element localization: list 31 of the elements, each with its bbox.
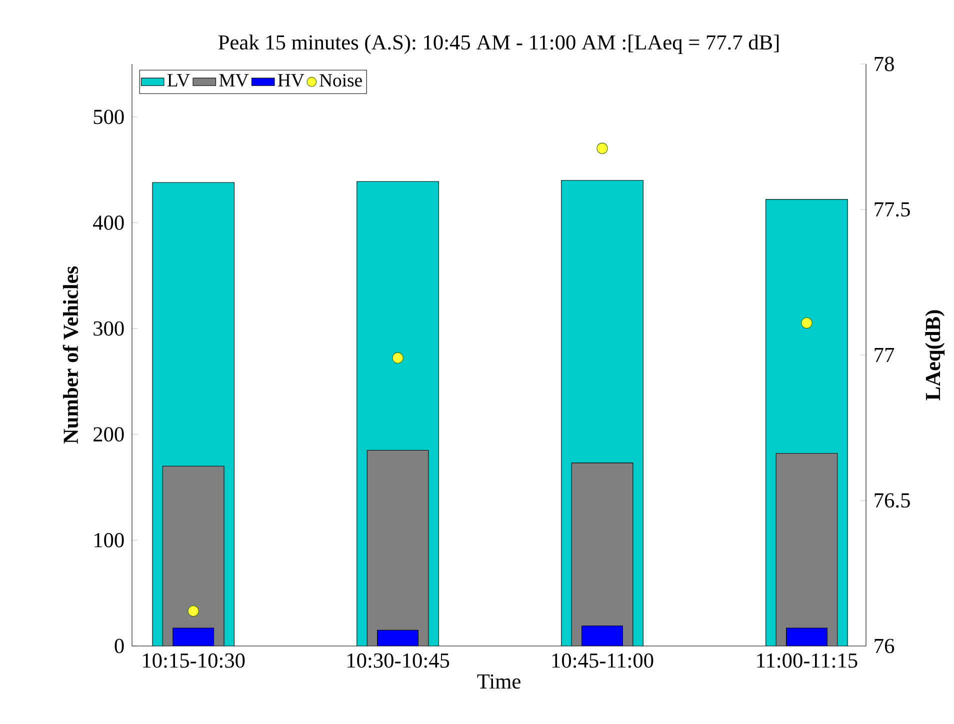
point [188, 605, 199, 617]
legend-label: Noise [320, 74, 362, 87]
legend-label: LV [167, 74, 190, 87]
y2-tick-label: 78 [874, 56, 894, 72]
y2-tick-label: 76.5 [874, 493, 910, 508]
chart-title: Peak 15 minutes (A.S): 10:45 AM - 11:00 AM :[LAeq = 77.7 dB] [218, 34, 779, 54]
bar [582, 626, 623, 646]
x-tick-label: 10:15-10:30 [143, 653, 245, 668]
y-tick-label: 500 [94, 110, 124, 124]
point [596, 142, 608, 154]
y2-tick-label: 77.5 [874, 202, 910, 217]
point [392, 352, 404, 364]
y-tick-label: 100 [94, 532, 124, 548]
y2-axis-title: LAeq(dB) [925, 310, 945, 400]
bar [377, 630, 418, 646]
x-tick-label: 11:00-11:15 [757, 653, 858, 668]
x-tick-label: 10:45-11:00 [552, 653, 654, 668]
y-tick-label: 0 [114, 638, 124, 654]
bar [786, 628, 828, 646]
y-axis-title: Number of Vehicles [62, 266, 78, 444]
y2-tick-label: 76 [874, 638, 894, 654]
legend-label: MV [219, 74, 249, 87]
x-axis-title: Time [477, 674, 520, 689]
y-tick-label: 200 [94, 427, 124, 442]
x-tick-label: 10:30-10:45 [348, 653, 450, 668]
y2-tick-label: 77 [874, 348, 894, 362]
legend-label: HV [278, 74, 304, 87]
point [801, 317, 812, 329]
bar [172, 628, 214, 646]
y-tick-label: 300 [94, 321, 124, 336]
y-tick-label: 400 [93, 216, 124, 230]
